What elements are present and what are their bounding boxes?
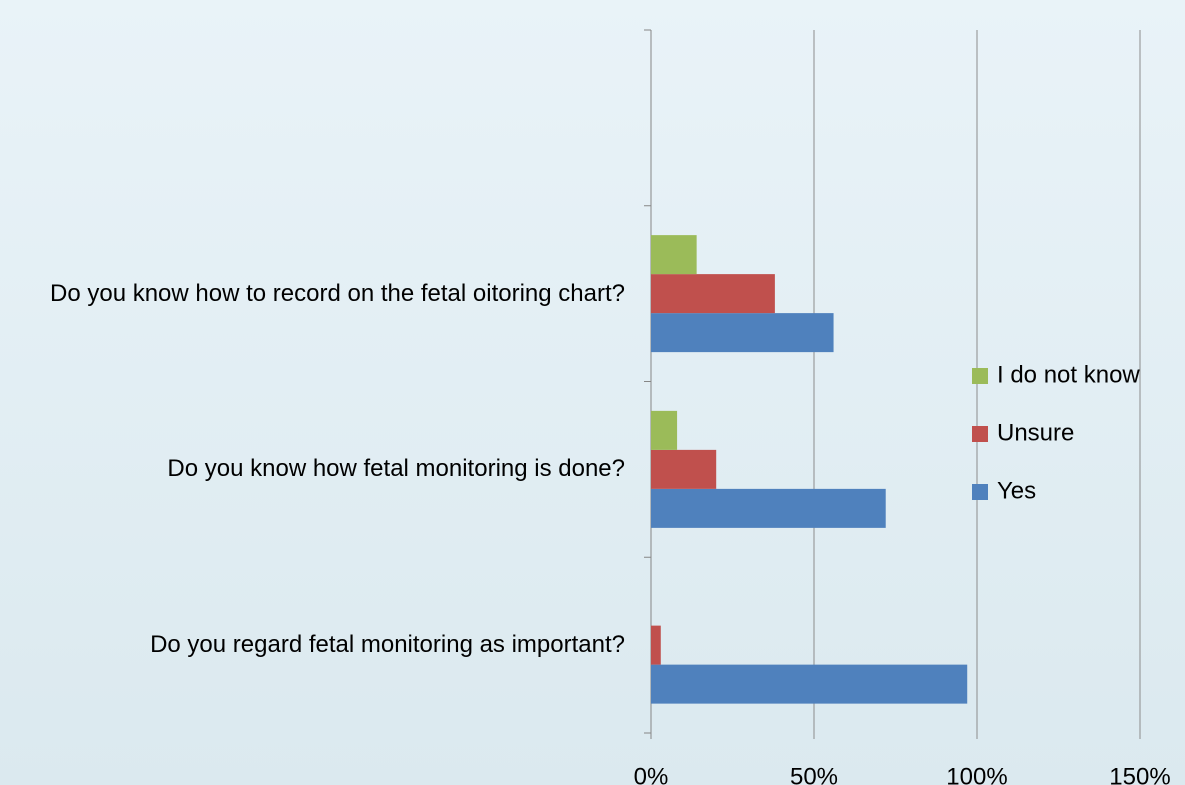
x-tick-label: 100% (946, 763, 1007, 785)
legend-swatch (972, 484, 988, 500)
bar (651, 488, 886, 528)
bar (651, 313, 834, 353)
category-label-box: Do you regard fetal monitoring as import… (25, 629, 625, 661)
y-tick-label: Do you know how fetal monitoring is done… (167, 455, 625, 483)
x-tick-label: 150% (1109, 763, 1170, 785)
y-tick-label: Do you know how to record on the fetal o… (50, 279, 625, 307)
category-label-box: Do you know how to record on the fetal o… (25, 278, 625, 310)
legend-label: I do not know (997, 361, 1140, 388)
bar (651, 664, 968, 704)
legend-label: Yes (997, 477, 1036, 504)
category-label-box: Do you know how fetal monitoring is done… (25, 453, 625, 485)
bar (651, 410, 678, 450)
legend-swatch (972, 368, 988, 384)
bar (651, 274, 775, 314)
bar (651, 625, 661, 665)
legend-swatch (972, 426, 988, 442)
legend-label: Unsure (997, 419, 1074, 446)
y-tick-label: Do you regard fetal monitoring as import… (150, 631, 625, 659)
x-tick-label: 0% (634, 763, 669, 785)
bar (651, 235, 697, 275)
x-tick-label: 50% (790, 763, 838, 785)
bar (651, 449, 717, 489)
